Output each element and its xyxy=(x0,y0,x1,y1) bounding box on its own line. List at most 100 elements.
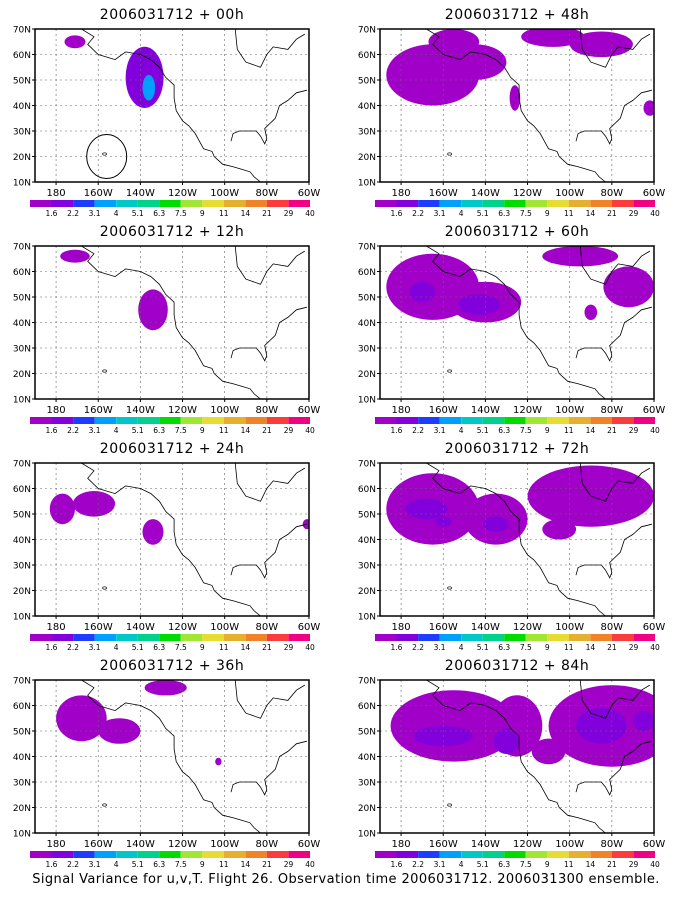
colorbar-label: 4 xyxy=(114,643,119,650)
colorbar-label: 5.1 xyxy=(132,426,144,433)
colorbar-label: 40 xyxy=(305,426,315,433)
lat-tick-label: 20N xyxy=(13,804,31,814)
map-content xyxy=(35,463,309,616)
variance-region xyxy=(542,519,577,540)
lat-tick-label: 70N xyxy=(13,26,31,36)
colorbar-label: 6.3 xyxy=(153,643,165,650)
variance-region xyxy=(138,289,168,331)
map-content xyxy=(35,246,309,399)
colorbar-label: 2.2 xyxy=(412,643,424,650)
coastline-east xyxy=(230,89,307,145)
colorbar-label: 5.1 xyxy=(477,426,489,433)
colorbar-label: 4 xyxy=(459,643,464,650)
coastline-east xyxy=(230,523,307,579)
colorbar-swatch xyxy=(439,200,462,207)
lon-tick-label: 180 xyxy=(47,405,66,416)
colorbar-swatch xyxy=(439,634,462,641)
variance-region xyxy=(576,708,627,744)
colorbar-label: 7.5 xyxy=(175,426,187,433)
colorbar-swatch xyxy=(504,851,526,858)
lon-tick-label: 140W xyxy=(126,405,155,416)
lon-tick-label: 100W xyxy=(210,839,239,850)
colorbar-swatch xyxy=(418,200,440,207)
colorbar-label: 2.2 xyxy=(412,426,424,433)
lat-tick-label: 60N xyxy=(13,702,31,712)
colorbar-label: 6.3 xyxy=(153,209,165,216)
variance-region xyxy=(521,29,585,47)
colorbar-swatch xyxy=(525,417,548,424)
colorbar-label: 11 xyxy=(564,426,574,433)
colorbar-swatch xyxy=(633,851,655,858)
lat-tick-label: 50N xyxy=(13,511,31,521)
colorbar-label: 1.6 xyxy=(46,426,58,433)
colorbar-label: 29 xyxy=(629,209,639,216)
hawaii-islands xyxy=(102,369,107,373)
colorbar-swatch xyxy=(611,634,634,641)
colorbar-swatch xyxy=(482,851,505,858)
colorbar-swatch xyxy=(266,200,289,207)
colorbar-swatch xyxy=(51,200,73,207)
variance-region xyxy=(493,728,520,754)
colorbar-label: 9 xyxy=(200,426,205,433)
colorbar-swatch xyxy=(611,417,634,424)
colorbar-swatch xyxy=(461,634,483,641)
lat-tick-label: 30N xyxy=(358,128,376,138)
lon-tick-label: 180 xyxy=(47,839,66,850)
lat-tick-label: 60N xyxy=(13,485,31,495)
coastline-hudson xyxy=(579,463,651,502)
colorbar-swatch xyxy=(202,417,224,424)
lon-tick-label: 60W xyxy=(643,188,666,199)
lon-tick-label: 160W xyxy=(429,622,458,633)
colorbar-swatch xyxy=(568,634,591,641)
colorbar-label: 21 xyxy=(262,860,272,867)
colorbar-label: 40 xyxy=(650,643,660,650)
colorbar-swatch xyxy=(94,851,117,858)
lat-tick-label: 70N xyxy=(358,26,376,36)
colorbar-swatch xyxy=(547,634,569,641)
lon-tick-label: 180 xyxy=(392,622,411,633)
colorbar-swatch xyxy=(30,417,52,424)
colorbar-swatch xyxy=(288,417,310,424)
colorbar-swatch xyxy=(418,851,440,858)
lon-tick-label: 100W xyxy=(210,188,239,199)
map-panel-60h: 2006031712 + 60h 10N 20N 30N 40N 50N 60N 70N 18… xyxy=(357,221,677,433)
colorbar-label: 7.5 xyxy=(175,643,187,650)
colorbar-label: 5.1 xyxy=(477,209,489,216)
variance-region xyxy=(643,100,654,116)
colorbar-label: 4 xyxy=(459,426,464,433)
panel-title: 2006031712 + 12h xyxy=(99,224,245,240)
colorbar-label: 1.6 xyxy=(391,209,403,216)
colorbar-label: 4 xyxy=(114,209,119,216)
lat-tick-label: 10N xyxy=(13,396,31,406)
colorbar-label: 29 xyxy=(629,860,639,867)
variance-region xyxy=(98,718,141,744)
colorbar-label: 6.3 xyxy=(498,860,510,867)
colorbar-swatch xyxy=(439,417,462,424)
hawaii-islands xyxy=(447,369,452,373)
colorbar-swatch xyxy=(633,634,655,641)
map-content xyxy=(35,680,309,833)
lon-tick-label: 140W xyxy=(471,839,500,850)
lat-tick-label: 40N xyxy=(13,319,31,329)
map-figure: 10N 20N 30N 40N 50N 60N 70N 180 160W 140W 120W 100W… xyxy=(358,460,666,650)
colorbar-label: 29 xyxy=(284,426,294,433)
colorbar-swatch xyxy=(504,634,526,641)
variance-region xyxy=(443,44,507,80)
coastline-west xyxy=(426,680,606,833)
colorbar-swatch xyxy=(482,200,505,207)
colorbar-label: 21 xyxy=(262,426,272,433)
colorbar-swatch xyxy=(116,851,138,858)
variance-region xyxy=(458,294,501,315)
colorbar-swatch xyxy=(288,200,310,207)
lat-tick-label: 30N xyxy=(13,779,31,789)
colorbar-label: 11 xyxy=(219,426,229,433)
lat-tick-label: 40N xyxy=(358,102,376,112)
coastline-west xyxy=(81,29,261,182)
lat-tick-label: 10N xyxy=(13,179,31,189)
variance-region xyxy=(405,498,448,520)
colorbar-label: 9 xyxy=(200,643,205,650)
map-figure: 10N 20N 30N 40N 50N 60N 70N 180 160W 140W 120W 100W… xyxy=(13,26,321,216)
lat-tick-label: 20N xyxy=(358,587,376,597)
colorbar-swatch xyxy=(51,851,73,858)
colorbar-swatch xyxy=(159,200,181,207)
